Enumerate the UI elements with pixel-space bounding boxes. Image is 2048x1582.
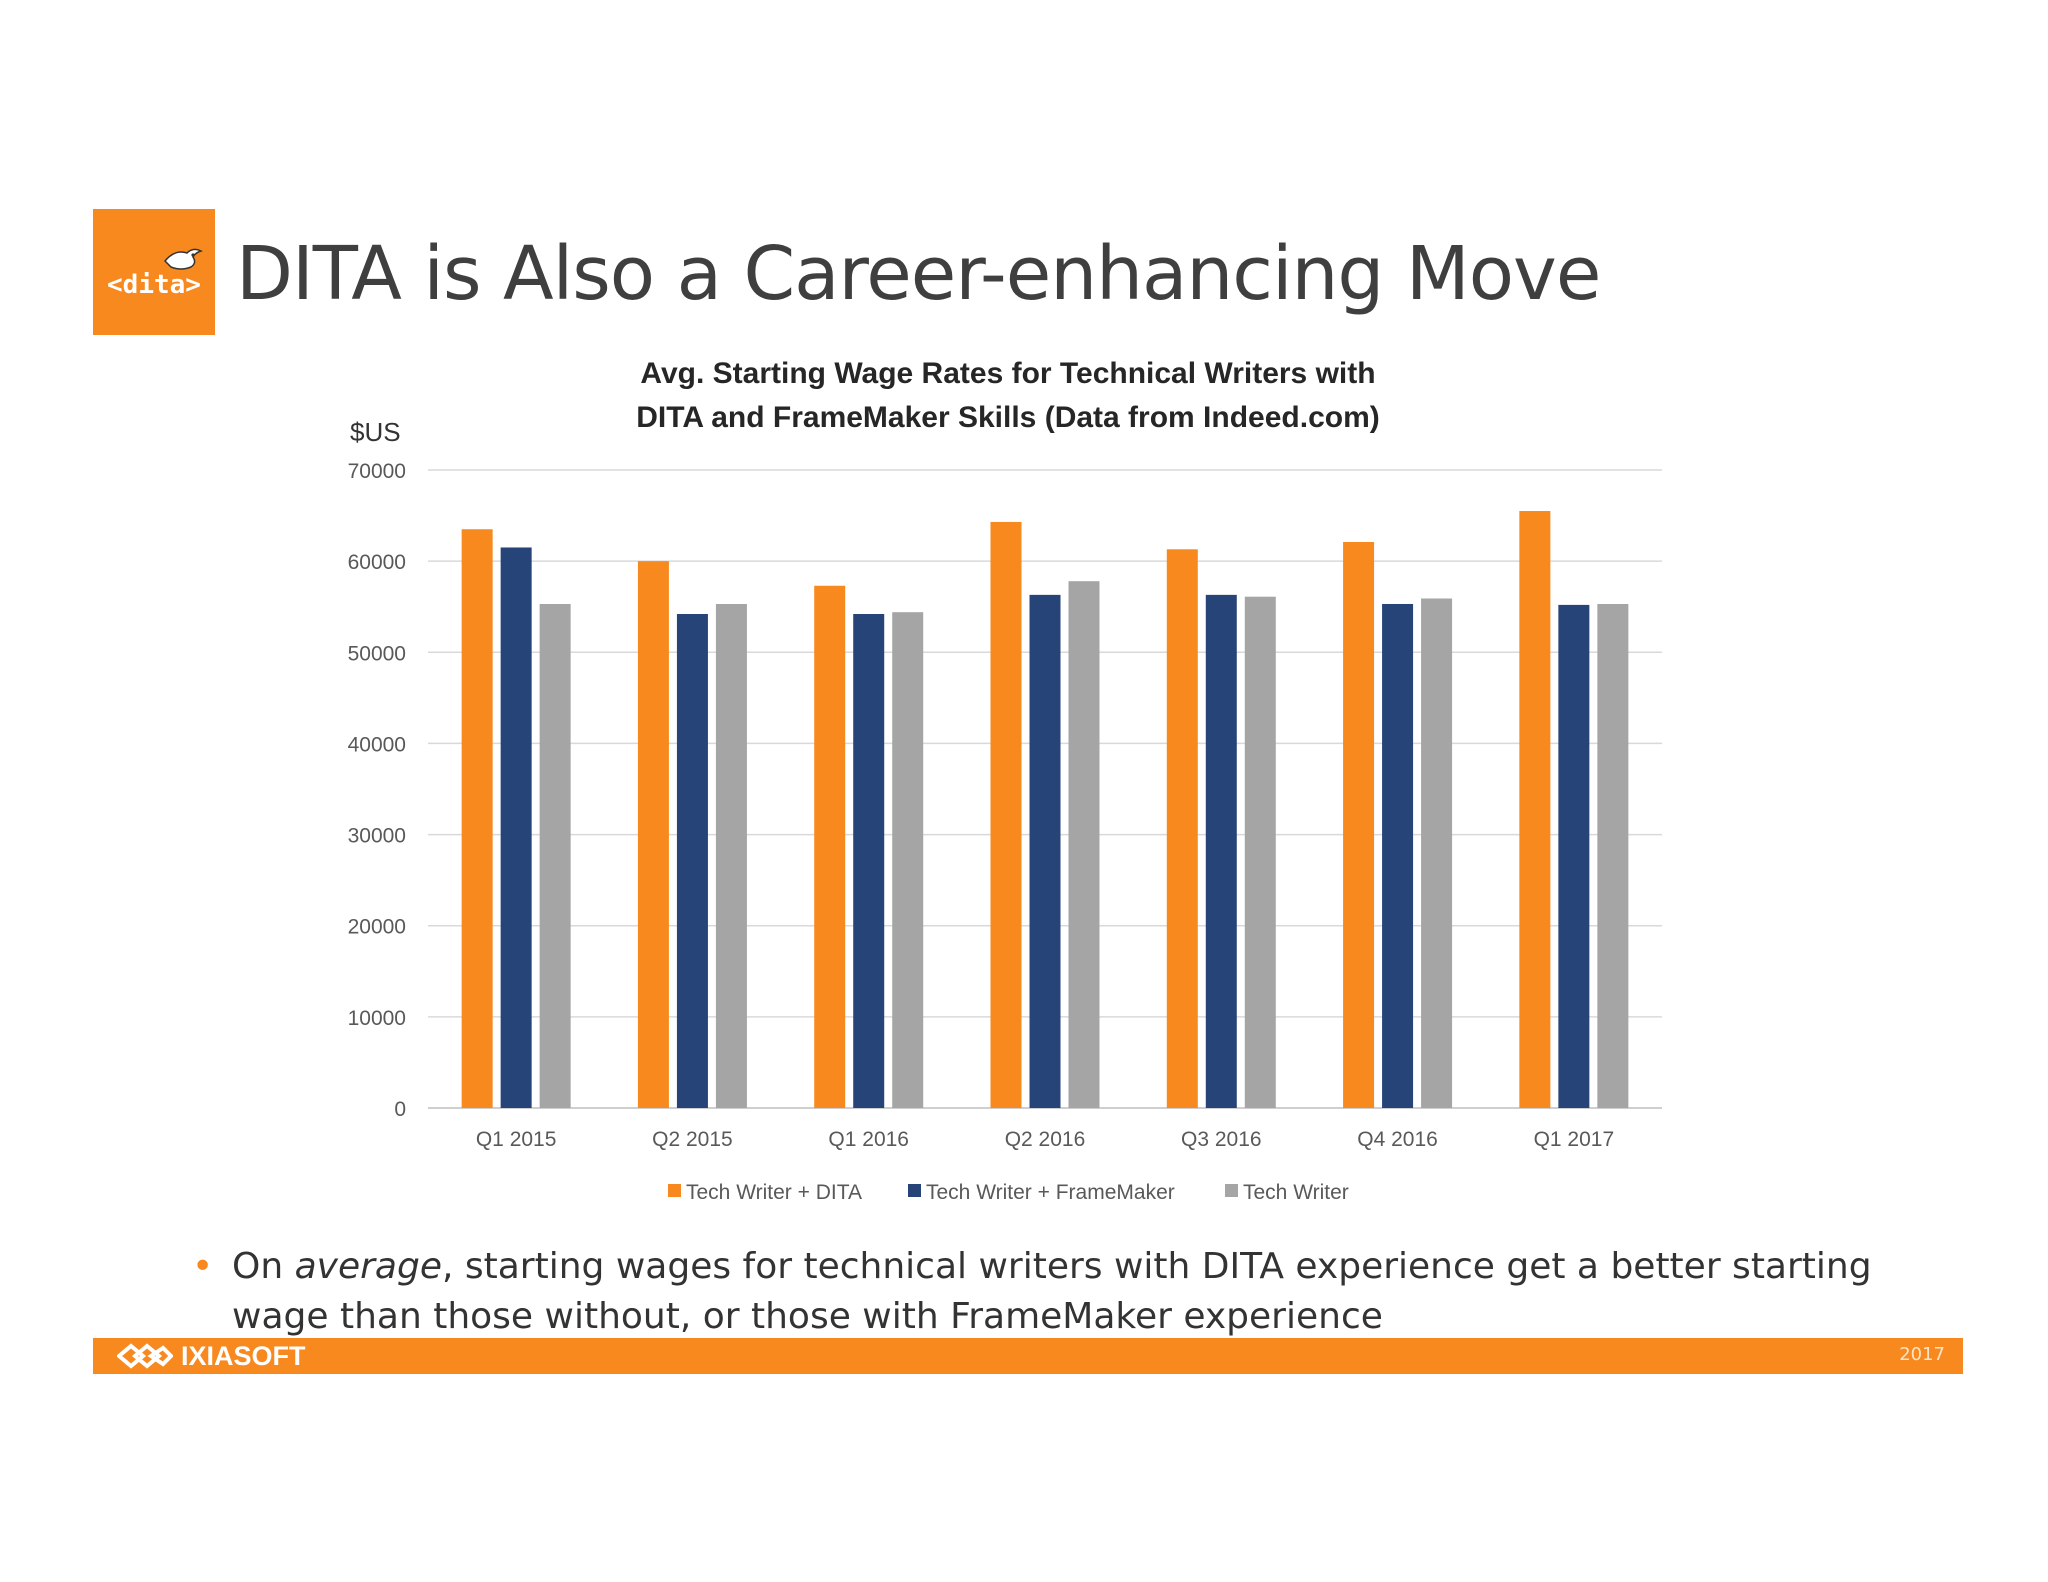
dita-logo: <dita> xyxy=(93,209,215,335)
bar-tech-writer-framemaker xyxy=(853,614,885,1108)
x-tick-label: Q3 2016 xyxy=(1181,1128,1262,1151)
bullet-rest: , starting wages for technical writers w… xyxy=(232,1246,1872,1337)
y-axis-label: $US xyxy=(350,417,401,447)
bar-tech-writer-dita xyxy=(461,529,493,1108)
dita-logo-icon: <dita> xyxy=(107,248,203,300)
bar-tech-writer xyxy=(1244,596,1276,1108)
ixiasoft-logo-icon xyxy=(117,1343,173,1369)
bar-tech-writer xyxy=(1068,581,1100,1108)
bar-tech-writer-dita xyxy=(1519,511,1551,1108)
y-tick-label: 10000 xyxy=(348,1007,406,1030)
chart-title-line1: Avg. Starting Wage Rates for Technical W… xyxy=(640,357,1375,390)
x-tick-label: Q1 2015 xyxy=(476,1128,557,1151)
x-tick-label: Q1 2016 xyxy=(828,1128,909,1151)
chart-title-line2: DITA and FrameMaker Skills (Data from In… xyxy=(636,401,1380,434)
bar-tech-writer-framemaker xyxy=(1558,604,1590,1108)
bar-tech-writer-framemaker xyxy=(1382,603,1414,1108)
bullet-text: On average, starting wages for technical… xyxy=(232,1242,1912,1342)
x-tick-label: Q1 2017 xyxy=(1534,1128,1615,1151)
legend-swatch xyxy=(1225,1184,1238,1197)
x-tick-label: Q4 2016 xyxy=(1357,1128,1438,1151)
bar-tech-writer-framemaker xyxy=(500,547,532,1108)
y-tick-label: 20000 xyxy=(348,916,406,939)
bar-tech-writer xyxy=(539,603,571,1108)
bar-tech-writer-dita xyxy=(814,585,846,1108)
bullet-prefix: On xyxy=(232,1246,295,1287)
legend-swatch xyxy=(668,1184,681,1197)
ixiasoft-brand: IXIASOFT xyxy=(117,1340,306,1372)
y-tick-label: 40000 xyxy=(348,733,406,756)
brand-name: IXIASOFT xyxy=(181,1340,306,1371)
y-tick-label: 50000 xyxy=(348,642,406,665)
bar-tech-writer-dita xyxy=(1343,542,1375,1108)
footer-year: 2017 xyxy=(1899,1344,1945,1365)
bar-tech-writer-dita xyxy=(637,561,669,1108)
legend-swatch xyxy=(908,1184,921,1197)
slide-title: DITA is Also a Career-enhancing Move xyxy=(236,231,1601,317)
bar-tech-writer xyxy=(892,612,924,1108)
bar-tech-writer xyxy=(715,603,747,1108)
y-tick-label: 60000 xyxy=(348,551,406,574)
svg-text:<dita>: <dita> xyxy=(107,270,201,300)
bar-tech-writer-framemaker xyxy=(1029,594,1061,1108)
legend-label: Tech Writer + FrameMaker xyxy=(926,1181,1175,1204)
bar-tech-writer xyxy=(1597,603,1629,1108)
x-tick-label: Q2 2015 xyxy=(652,1128,733,1151)
y-tick-label: 30000 xyxy=(348,825,406,848)
bar-tech-writer-framemaker xyxy=(676,614,708,1108)
bullet-dot-icon: • xyxy=(192,1246,214,1287)
bar-tech-writer-dita xyxy=(1166,549,1198,1108)
bar-tech-writer-dita xyxy=(990,521,1022,1108)
bullet-emphasis: average xyxy=(294,1246,442,1287)
x-tick-label: Q2 2016 xyxy=(1005,1128,1086,1151)
y-tick-label: 70000 xyxy=(348,460,406,483)
footer-bar: IXIASOFT 2017 xyxy=(93,1338,1963,1374)
legend-label: Tech Writer + DITA xyxy=(686,1181,862,1204)
legend-label: Tech Writer xyxy=(1243,1181,1349,1204)
bar-tech-writer xyxy=(1421,598,1453,1108)
y-tick-label: 0 xyxy=(394,1098,406,1121)
bar-tech-writer-framemaker xyxy=(1205,594,1237,1108)
